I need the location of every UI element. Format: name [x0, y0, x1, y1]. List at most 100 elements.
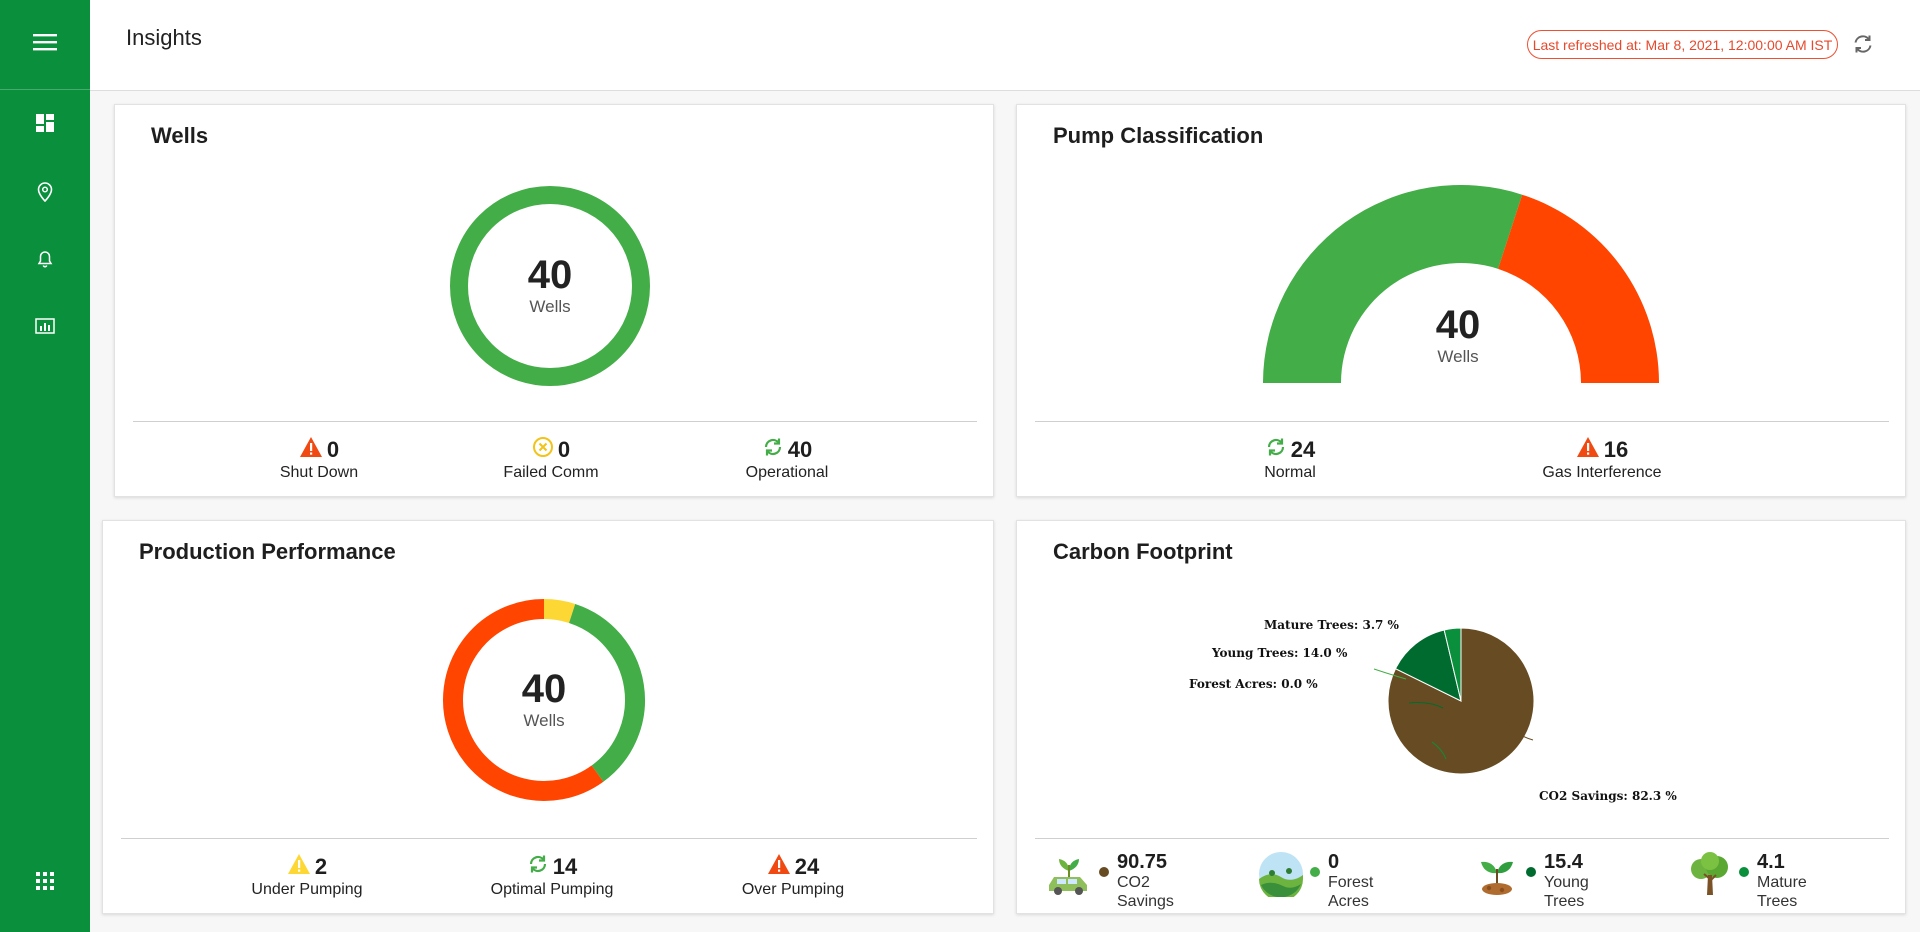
carbon-pie-chart: CO2 Savings: 82.3 % Forest Acres: 0.0 % …	[1189, 618, 1677, 803]
wells-card: Wells 40 Wells 0 Shut Down 0 Failed Comm…	[114, 104, 994, 497]
wells-stat-operational: 40 Operational	[687, 436, 887, 482]
forest-legend-dot	[1310, 867, 1320, 877]
pump-gas-interference-label: Gas Interference	[1542, 464, 1662, 481]
wells-stat-shut-down: 0 Shut Down	[219, 436, 419, 482]
sync-icon	[762, 436, 784, 463]
wells-card-title: Wells	[151, 123, 209, 148]
pump-stat-normal: 24 Normal	[1190, 436, 1390, 482]
menu-icon[interactable]	[33, 33, 57, 56]
carbon-pie-label-young: Young Trees: 14.0 %	[1211, 646, 1348, 660]
production-total-label: Wells	[523, 711, 565, 730]
sidebar-item-alerts[interactable]	[0, 250, 90, 273]
carbon-pie-label-co2: CO2 Savings: 82.3 %	[1539, 789, 1677, 803]
wells-stat-failed-comm: 0 Failed Comm	[451, 436, 651, 482]
sidebar-item-apps[interactable]	[0, 872, 90, 895]
warning-icon	[1576, 436, 1600, 463]
pump-gas-interference-value: 16	[1603, 436, 1629, 462]
failed-comm-icon	[532, 436, 554, 463]
refresh-button[interactable]	[1851, 32, 1875, 61]
refresh-icon	[1851, 35, 1875, 60]
carbon-item-co2-savings: 90.75 CO2 Savings	[1045, 851, 1197, 911]
production-stat-over-pumping: 24 Over Pumping	[693, 853, 893, 899]
sapling-icon	[1474, 851, 1520, 902]
sidebar-header	[0, 0, 90, 90]
pump-total: 40 Wells	[1378, 303, 1538, 367]
sidebar-item-map[interactable]	[0, 182, 90, 207]
bell-icon	[37, 250, 53, 273]
carbon-pie-forest-connector	[1373, 668, 1407, 680]
car-plant-icon	[1045, 851, 1093, 902]
pump-total-value: 40	[1435, 303, 1481, 347]
sidebar-item-dashboard[interactable]	[0, 114, 90, 137]
forest-acres-value: 0	[1328, 851, 1340, 873]
pump-classification-card: Pump Classification 40 Wells 24 Normal 1…	[1016, 104, 1906, 497]
production-optimal-pumping-value: 14	[552, 853, 578, 879]
young-trees-legend-dot	[1526, 867, 1536, 877]
wells-total-label: Wells	[529, 297, 571, 316]
top-header: Insights Last refreshed at: Mar 8, 2021,…	[90, 0, 1920, 91]
wells-shut-down-label: Shut Down	[279, 464, 359, 481]
warning-icon	[767, 853, 791, 880]
page-title: Insights	[126, 25, 202, 50]
wells-donut-chart	[450, 186, 650, 386]
pump-card-title: Pump Classification	[1053, 123, 1264, 148]
forest-icon	[1258, 851, 1304, 902]
production-optimal-pumping-label: Optimal Pumping	[490, 881, 614, 898]
wells-operational-label: Operational	[745, 464, 829, 481]
warning-yellow-icon	[287, 853, 311, 880]
sidebar-item-analytics[interactable]	[0, 318, 90, 341]
young-trees-value: 15.4	[1544, 851, 1583, 873]
apps-grid-icon	[36, 872, 54, 895]
carbon-pie-label-forest: Forest Acres: 0.0 %	[1189, 677, 1318, 691]
mature-trees-value: 4.1	[1757, 851, 1785, 873]
carbon-item-mature-trees: 4.1 Mature Trees	[1687, 851, 1837, 911]
sync-icon	[527, 853, 549, 880]
carbon-pie-co2-connector	[1495, 698, 1534, 741]
tree-icon	[1687, 851, 1733, 902]
sidebar	[0, 0, 90, 932]
co2-savings-value: 90.75	[1117, 851, 1168, 873]
production-donut-under-pumping-slice	[543, 599, 576, 624]
pump-normal-label: Normal	[1264, 464, 1316, 481]
mature-trees-legend-dot	[1739, 867, 1749, 877]
carbon-pie-young-trees-slice	[1394, 629, 1462, 702]
wells-total: 40 Wells	[470, 253, 630, 317]
production-donut-optimal-pumping-slice	[568, 603, 645, 782]
production-stat-under-pumping: 2 Under Pumping	[207, 853, 407, 899]
co2-savings-label: CO2 Savings	[1117, 874, 1174, 910]
location-pin-icon	[37, 182, 53, 207]
carbon-item-young-trees: 15.4 Young Trees	[1474, 851, 1624, 911]
production-under-pumping-label: Under Pumping	[251, 881, 363, 898]
wells-failed-comm-value: 0	[557, 436, 571, 462]
carbon-pie-mature-connector	[1431, 741, 1447, 760]
production-stat-optimal-pumping: 14 Optimal Pumping	[452, 853, 652, 899]
last-refreshed-badge: Last refreshed at: Mar 8, 2021, 12:00:00…	[1527, 30, 1838, 59]
carbon-pie-mature-trees-slice	[1443, 627, 1462, 702]
pump-gauge-normal-slice	[1263, 184, 1523, 383]
young-trees-label: Young Trees	[1544, 874, 1589, 910]
wells-total-value: 40	[527, 253, 573, 297]
production-over-pumping-label: Over Pumping	[741, 881, 845, 898]
production-total-value: 40	[521, 667, 567, 711]
wells-failed-comm-label: Failed Comm	[503, 464, 599, 481]
production-under-pumping-value: 2	[314, 853, 328, 879]
wells-shut-down-value: 0	[326, 436, 340, 462]
production-performance-card: Production Performance 40 Wells 2 Under …	[102, 520, 994, 914]
forest-acres-label: Forest Acres	[1328, 874, 1374, 910]
pump-gauge-chart	[1263, 184, 1659, 383]
production-total: 40 Wells	[464, 667, 624, 731]
wells-donut-operational-slice	[450, 186, 650, 386]
carbon-card-title: Carbon Footprint	[1053, 539, 1233, 564]
carbon-footprint-card: Carbon Footprint CO2 Savings: 82.3 % For…	[1016, 520, 1906, 914]
pump-gauge-gas-interference-slice	[1498, 194, 1659, 383]
analytics-icon	[35, 318, 55, 341]
divider	[1035, 838, 1889, 839]
production-donut-chart	[443, 599, 645, 801]
dashboard-icon	[36, 114, 54, 137]
pump-normal-value: 24	[1290, 436, 1316, 462]
pump-total-label: Wells	[1437, 347, 1479, 366]
divider	[133, 421, 977, 422]
wells-operational-value: 40	[787, 436, 813, 462]
co2-legend-dot	[1099, 867, 1109, 877]
production-card-title: Production Performance	[139, 539, 396, 564]
